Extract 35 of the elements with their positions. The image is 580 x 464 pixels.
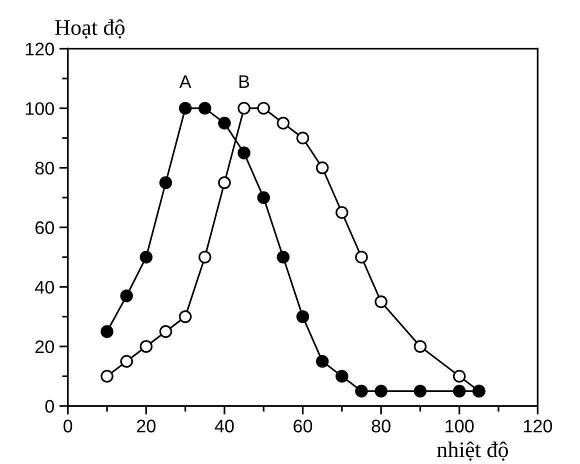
x-axis-title: nhiệt độ <box>437 442 508 461</box>
point <box>336 370 348 383</box>
point <box>452 384 466 398</box>
x-tick-label: 120 <box>524 420 552 432</box>
point <box>374 384 388 398</box>
point <box>316 354 329 368</box>
y-axis-title: Hoạt độ <box>55 19 125 38</box>
point <box>120 289 133 302</box>
point <box>140 250 153 264</box>
x-tick-label: 80 <box>372 420 390 432</box>
point <box>414 384 427 398</box>
y-tick-label: 40 <box>35 280 54 294</box>
y-tick-label: 60 <box>36 221 54 234</box>
x-tick-label: 40 <box>214 420 234 432</box>
point <box>238 146 250 160</box>
x-tick-label: 0 <box>64 420 72 432</box>
point <box>218 116 231 130</box>
x-tick-label: 60 <box>294 420 312 432</box>
y-tick-label: 0 <box>45 400 54 413</box>
point <box>257 191 270 204</box>
series-label: A <box>179 75 192 88</box>
point <box>296 310 310 324</box>
x-tick-label: 20 <box>137 420 156 432</box>
series-label: B <box>239 75 250 88</box>
point <box>198 102 212 115</box>
point <box>100 325 114 338</box>
point <box>276 250 290 264</box>
y-tick-label: 80 <box>35 162 54 175</box>
y-tick-label: 100 <box>26 102 54 115</box>
point <box>178 102 192 115</box>
point <box>159 176 172 190</box>
y-tick-label: 120 <box>26 42 54 56</box>
x-tick-label: 100 <box>446 420 474 432</box>
point <box>355 384 368 398</box>
y-tick-label: 20 <box>35 340 54 354</box>
